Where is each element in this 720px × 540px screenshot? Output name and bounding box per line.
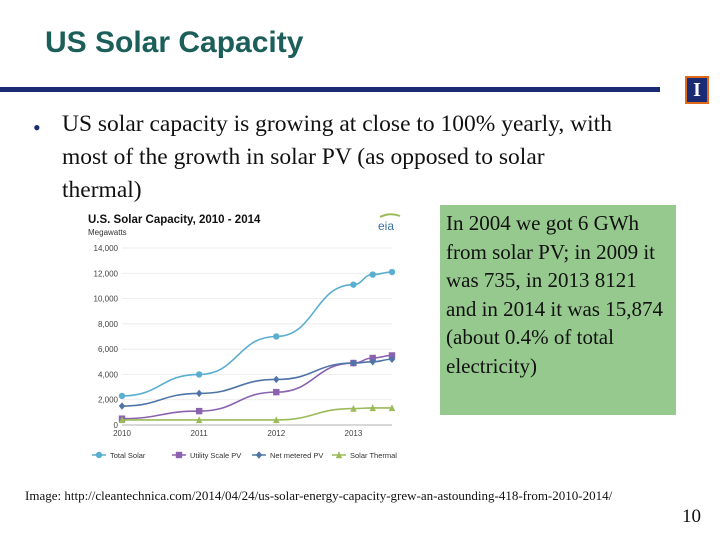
data-point-total-solar [195,371,203,378]
x-tick-label: 2012 [267,429,285,438]
data-point-utility-scale-pv [195,407,203,415]
data-point-solar-thermal [350,404,357,412]
note-box: In 2004 we got 6 GWh from solar PV; in 2… [440,205,676,415]
title-divider [0,87,660,92]
data-point-net-metered-pv [118,402,126,410]
y-tick-label: 8,000 [98,320,119,329]
data-point-total-solar [273,333,280,340]
y-tick-label: 14,000 [94,244,119,253]
logo-letter: I [693,79,701,101]
legend-label: Net metered PV [270,451,323,460]
legend-swatch-marker [255,451,263,459]
legend-label: Total Solar [110,451,146,460]
series-solar-thermal [118,404,396,424]
y-tick-label: 2,000 [98,396,119,405]
y-tick-label: 4,000 [98,370,119,379]
data-point-net-metered-pv [350,359,357,367]
legend-item-utility-scale-pv: Utility Scale PV [172,451,241,460]
x-tick-label: 2013 [345,429,363,438]
legend-swatch-marker [175,451,183,459]
x-tick-label: 2010 [113,429,131,438]
data-point-solar-thermal [195,416,203,424]
data-point-solar-thermal [369,404,376,412]
data-point-net-metered-pv [273,375,280,384]
y-tick-label: 6,000 [98,345,119,354]
series-line-total-solar [121,271,393,397]
image-caption: Image: http://cleantechnica.com/2014/04/… [25,488,613,503]
data-point-net-metered-pv [369,358,376,366]
data-point-total-solar [388,268,396,276]
chart-y-label: Megawatts [88,228,127,237]
data-point-net-metered-pv [195,389,203,398]
page-number: 10 [682,506,701,527]
solar-capacity-chart: U.S. Solar Capacity, 2010 - 2014 Megawat… [88,213,401,460]
y-tick-label: 0 [114,421,119,430]
data-point-total-solar [118,392,126,400]
data-point-solar-thermal [273,416,280,424]
legend-swatch-marker [335,451,343,459]
data-point-utility-scale-pv [369,354,376,362]
legend-item-net-metered-pv: Net metered PV [252,451,323,460]
bullet-icon: • [33,115,41,140]
slide-title: US Solar Capacity [45,26,304,59]
legend-swatch-marker [95,451,103,459]
series-line-net-metered-pv [121,358,393,407]
data-point-utility-scale-pv [273,388,280,396]
x-tick-label: 2011 [191,429,209,438]
data-point-solar-thermal [118,416,126,424]
data-point-net-metered-pv [388,355,396,363]
eia-logo-swoosh [379,213,401,218]
legend-label: Solar Thermal [350,451,397,460]
university-logo: I [685,76,709,104]
y-tick-label: 10,000 [94,295,119,304]
legend-item-total-solar: Total Solar [92,451,146,460]
series-net-metered-pv [118,355,396,410]
legend-label: Utility Scale PV [190,451,241,460]
y-tick-label: 12,000 [94,269,119,278]
data-point-utility-scale-pv [388,352,396,359]
data-point-total-solar [350,281,357,288]
legend-item-solar-thermal: Solar Thermal [332,451,397,460]
bullet-text: US solar capacity is growing at close to… [62,111,612,203]
data-point-solar-thermal [388,404,396,412]
eia-logo: eia [378,219,394,233]
chart-title: U.S. Solar Capacity, 2010 - 2014 [88,214,261,226]
series-total-solar [118,268,396,400]
data-point-total-solar [369,271,376,278]
